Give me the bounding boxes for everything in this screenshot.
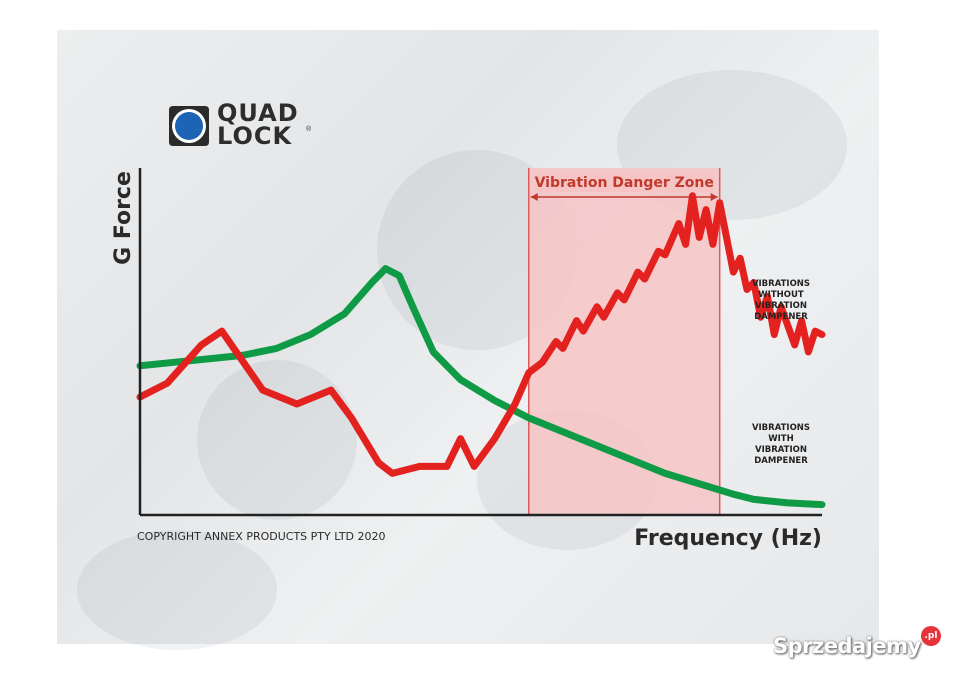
series-line-with-dampener [136,265,826,509]
legend-with-dampener-line-2: VIBRATION [755,445,807,455]
legend-without-dampener-line-3: DAMPENER [754,312,808,322]
logo-line-1: QUAD [217,99,299,127]
legend-with-dampener-line-3: DAMPENER [754,456,808,466]
logo-line-2: LOCK [217,122,293,150]
danger-zone-arrow-left-head [530,193,538,201]
series-group [136,192,826,509]
danger-zone-arrow-right-head [710,193,718,201]
legend-without-dampener-line-1: WITHOUT [758,290,804,300]
logo-registered-mark: ® [306,126,312,133]
watermark-text: Sprzedajemy [773,634,921,658]
y-axis-label: G Force [111,171,136,265]
quad-lock-logo: QUAD LOCK ® [165,100,315,152]
legend-without-dampener-line-0: VIBRATIONS [752,279,810,289]
quad-lock-logo-icon [169,106,209,146]
danger-zone-label-background [534,171,714,192]
legend-with-dampener-line-0: VIBRATIONS [752,423,810,433]
danger-zone-label: Vibration Danger Zone [535,175,714,191]
series-line-without-dampener [136,192,826,477]
legend-with-dampener-line-1: WITH [768,434,793,444]
quad-lock-logo-circle [175,112,203,140]
x-axis-label: Frequency (Hz) [634,526,822,551]
watermark-badge: .pl [921,626,941,646]
legend-without-dampener-line-2: VIBRATION [755,301,807,311]
copyright-text: COPYRIGHT ANNEX PRODUCTS PTY LTD 2020 [137,530,386,543]
